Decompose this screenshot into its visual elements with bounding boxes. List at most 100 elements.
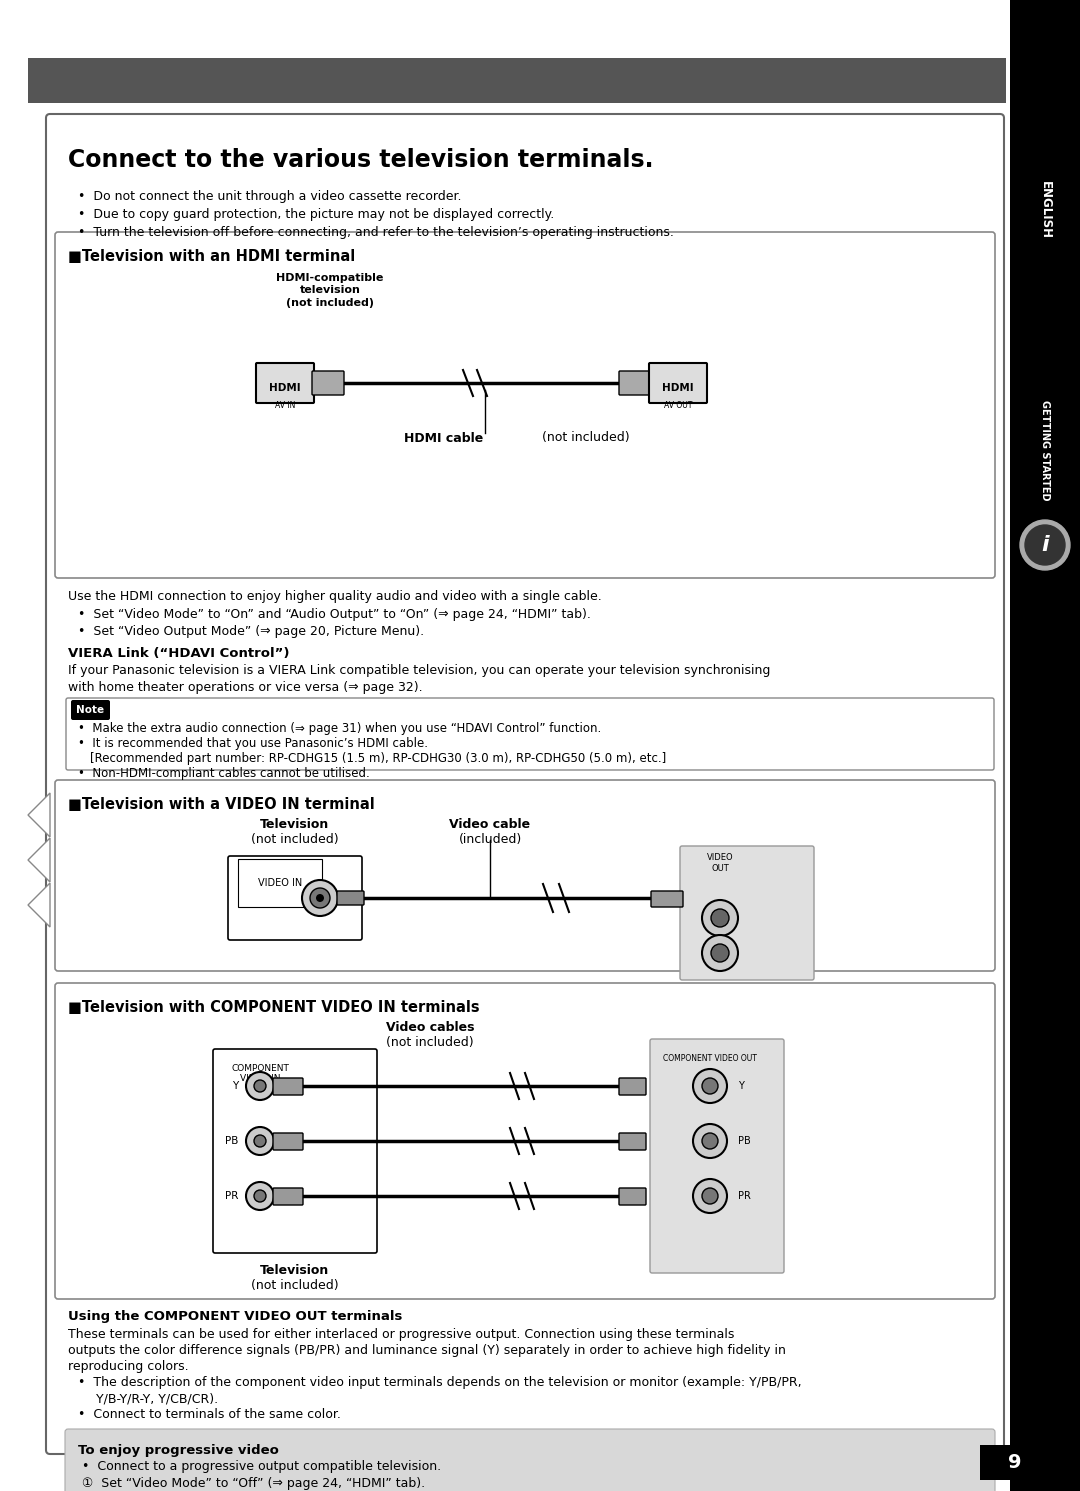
Circle shape <box>693 1069 727 1103</box>
Text: •  Set “Video Mode” to “On” and “Audio Output” to “On” (⇒ page 24, “HDMI” tab).: • Set “Video Mode” to “On” and “Audio Ou… <box>78 608 591 620</box>
Circle shape <box>246 1182 274 1211</box>
Text: •  Non-HDMI-compliant cables cannot be utilised.: • Non-HDMI-compliant cables cannot be ut… <box>78 766 369 780</box>
Bar <box>980 1445 1050 1481</box>
Polygon shape <box>28 883 50 927</box>
Text: AV IN: AV IN <box>274 401 295 410</box>
Text: PB: PB <box>225 1136 238 1147</box>
Circle shape <box>702 1188 718 1205</box>
Circle shape <box>711 944 729 962</box>
FancyBboxPatch shape <box>619 1133 646 1150</box>
Text: PR: PR <box>225 1191 238 1200</box>
Polygon shape <box>28 838 50 883</box>
Bar <box>1010 0 1080 1491</box>
Text: ■Television with an HDMI terminal: ■Television with an HDMI terminal <box>68 249 355 264</box>
Text: HDMI: HDMI <box>269 383 301 394</box>
Text: (not included): (not included) <box>252 833 339 845</box>
FancyBboxPatch shape <box>273 1188 303 1205</box>
FancyBboxPatch shape <box>650 1039 784 1273</box>
Text: ■Television with COMPONENT VIDEO IN terminals: ■Television with COMPONENT VIDEO IN term… <box>68 1000 480 1015</box>
Circle shape <box>254 1190 266 1202</box>
Circle shape <box>702 1133 718 1150</box>
FancyBboxPatch shape <box>65 1428 995 1491</box>
FancyBboxPatch shape <box>55 233 995 579</box>
Text: Note: Note <box>76 705 104 716</box>
Text: COMPONENT
VIDEO IN: COMPONENT VIDEO IN <box>231 1065 289 1084</box>
Text: i: i <box>1041 535 1049 555</box>
FancyBboxPatch shape <box>55 983 995 1299</box>
Text: •  Connect to a progressive output compatible television.: • Connect to a progressive output compat… <box>82 1460 441 1473</box>
Text: HDMI: HDMI <box>662 383 693 394</box>
Text: Y: Y <box>232 1081 238 1091</box>
Circle shape <box>693 1179 727 1214</box>
FancyBboxPatch shape <box>228 856 362 939</box>
Text: HDMI-compatible
television
(not included): HDMI-compatible television (not included… <box>276 273 383 307</box>
Text: Use the HDMI connection to enjoy higher quality audio and video with a single ca: Use the HDMI connection to enjoy higher … <box>68 590 602 602</box>
FancyBboxPatch shape <box>55 780 995 971</box>
Circle shape <box>254 1079 266 1091</box>
Text: Television: Television <box>260 819 329 830</box>
FancyBboxPatch shape <box>619 1188 646 1205</box>
Text: •  Connect to terminals of the same color.: • Connect to terminals of the same color… <box>78 1408 341 1421</box>
Text: •  Turn the television off before connecting, and refer to the television’s oper: • Turn the television off before connect… <box>78 227 674 239</box>
Circle shape <box>702 901 738 936</box>
Circle shape <box>316 895 324 902</box>
Text: Connect to the various television terminals.: Connect to the various television termin… <box>68 148 653 171</box>
Text: To enjoy progressive video: To enjoy progressive video <box>78 1443 279 1457</box>
Text: Television: Television <box>260 1264 329 1276</box>
Text: RQTX0066: RQTX0066 <box>1058 1278 1067 1323</box>
Text: 9: 9 <box>1009 1452 1022 1472</box>
Circle shape <box>310 889 330 908</box>
Text: (included): (included) <box>458 833 522 845</box>
Text: COMPONENT VIDEO OUT: COMPONENT VIDEO OUT <box>663 1054 757 1063</box>
FancyBboxPatch shape <box>619 371 651 395</box>
Text: PR: PR <box>738 1191 751 1200</box>
FancyBboxPatch shape <box>213 1050 377 1252</box>
Circle shape <box>302 880 338 915</box>
Text: These terminals can be used for either interlaced or progressive output. Connect: These terminals can be used for either i… <box>68 1328 734 1340</box>
Circle shape <box>702 935 738 971</box>
Text: reproducing colors.: reproducing colors. <box>68 1360 189 1373</box>
Circle shape <box>693 1124 727 1159</box>
Text: Video cables: Video cables <box>386 1021 474 1033</box>
Text: AV OUT: AV OUT <box>664 401 692 410</box>
FancyBboxPatch shape <box>71 699 110 720</box>
Text: Y: Y <box>738 1081 744 1091</box>
Text: HDMI cable: HDMI cable <box>404 431 483 444</box>
Text: Using the COMPONENT VIDEO OUT terminals: Using the COMPONENT VIDEO OUT terminals <box>68 1311 403 1323</box>
Circle shape <box>246 1127 274 1156</box>
Polygon shape <box>28 793 50 836</box>
Circle shape <box>246 1072 274 1100</box>
Circle shape <box>702 1078 718 1094</box>
Bar <box>28 58 1005 103</box>
Circle shape <box>1020 520 1070 570</box>
FancyBboxPatch shape <box>680 845 814 980</box>
Text: •  Do not connect the unit through a video cassette recorder.: • Do not connect the unit through a vide… <box>78 189 461 203</box>
FancyBboxPatch shape <box>312 371 345 395</box>
Text: VIDEO IN: VIDEO IN <box>258 878 302 889</box>
Text: [Recommended part number: RP-CDHG15 (1.5 m), RP-CDHG30 (3.0 m), RP-CDHG50 (5.0 m: [Recommended part number: RP-CDHG15 (1.5… <box>90 751 666 765</box>
Text: VIDEO
OUT: VIDEO OUT <box>706 853 733 872</box>
Text: VIERA Link (“HDAVI Control”): VIERA Link (“HDAVI Control”) <box>68 647 289 661</box>
Text: •  Make the extra audio connection (⇒ page 31) when you use “HDAVI Control” func: • Make the extra audio connection (⇒ pag… <box>78 722 602 735</box>
FancyBboxPatch shape <box>649 362 707 403</box>
Text: ENGLISH: ENGLISH <box>1039 180 1052 239</box>
Text: If your Panasonic television is a VIERA Link compatible television, you can oper: If your Panasonic television is a VIERA … <box>68 663 770 677</box>
Text: (not included): (not included) <box>252 1279 339 1293</box>
Text: •  It is recommended that you use Panasonic’s HDMI cable.: • It is recommended that you use Panason… <box>78 737 428 750</box>
FancyBboxPatch shape <box>256 362 314 403</box>
FancyBboxPatch shape <box>66 698 994 769</box>
FancyBboxPatch shape <box>651 892 683 907</box>
Text: •  Set “Video Output Mode” (⇒ page 20, Picture Menu).: • Set “Video Output Mode” (⇒ page 20, Pi… <box>78 625 424 638</box>
Text: with home theater operations or vice versa (⇒ page 32).: with home theater operations or vice ver… <box>68 681 422 693</box>
FancyBboxPatch shape <box>46 113 1004 1454</box>
FancyBboxPatch shape <box>619 1078 646 1094</box>
Text: GETTING STARTED: GETTING STARTED <box>1040 400 1050 501</box>
FancyBboxPatch shape <box>337 892 364 905</box>
Text: ①  Set “Video Mode” to “Off” (⇒ page 24, “HDMI” tab).: ① Set “Video Mode” to “Off” (⇒ page 24, … <box>82 1478 426 1490</box>
Text: Video cable: Video cable <box>449 819 530 830</box>
Text: ■Television with a VIDEO IN terminal: ■Television with a VIDEO IN terminal <box>68 798 375 813</box>
Text: (not included): (not included) <box>538 431 630 444</box>
Text: Y/B-Y/R-Y, Y/CB/CR).: Y/B-Y/R-Y, Y/CB/CR). <box>87 1393 218 1405</box>
Text: PB: PB <box>738 1136 751 1147</box>
Circle shape <box>1025 525 1065 565</box>
